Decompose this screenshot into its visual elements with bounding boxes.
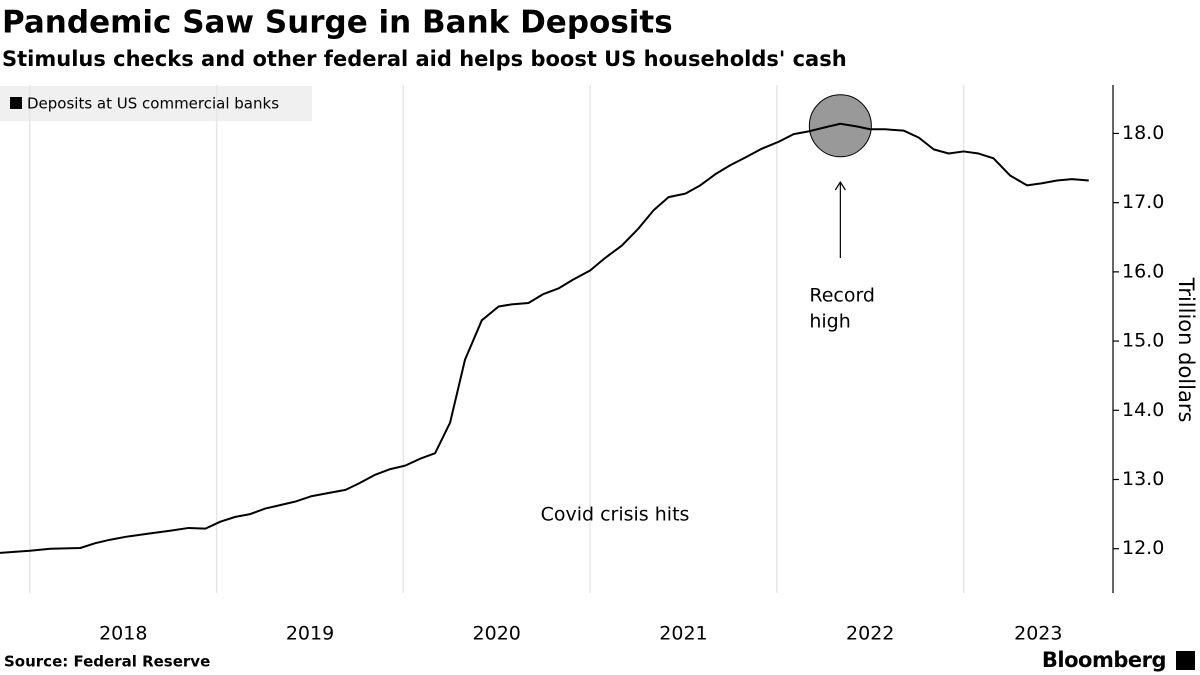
arrow-head (834, 180, 846, 191)
legend-label: Deposits at US commercial banks (27, 95, 279, 113)
annotation: high (809, 311, 850, 333)
x-tick-label: 2023 (1014, 623, 1062, 645)
x-tick-label: 2019 (286, 623, 334, 645)
y-tick-label: 13.0 (1122, 468, 1164, 490)
brand-icon (1176, 651, 1195, 670)
chart-title: Pandemic Saw Surge in Bank Deposits (2, 5, 673, 41)
annotation: Covid crisis hits (541, 504, 690, 526)
legend-swatch (10, 97, 22, 109)
y-tick-label: 16.0 (1122, 260, 1164, 282)
brand: Bloomberg (1042, 648, 1166, 672)
y-axis-label: Trillion dollars (1174, 277, 1198, 423)
y-tick-label: 12.0 (1122, 537, 1164, 559)
y-tick-label: 17.0 (1122, 191, 1164, 213)
legend-box (0, 86, 312, 121)
source: Source: Federal Reserve (4, 653, 210, 671)
x-tick-label: 2022 (846, 623, 894, 645)
x-tick-label: 2021 (659, 623, 707, 645)
highlight-circle (808, 94, 872, 158)
y-tick-label: 14.0 (1122, 399, 1164, 421)
data-line (0, 122, 1089, 554)
annotation: Record (809, 285, 875, 307)
y-tick-label: 15.0 (1122, 330, 1164, 352)
y-tick-label: 18.0 (1122, 122, 1164, 144)
x-tick-label: 2020 (473, 623, 521, 645)
x-tick-label: 2018 (99, 623, 147, 645)
chart-subtitle: Stimulus checks and other federal aid he… (2, 47, 847, 71)
